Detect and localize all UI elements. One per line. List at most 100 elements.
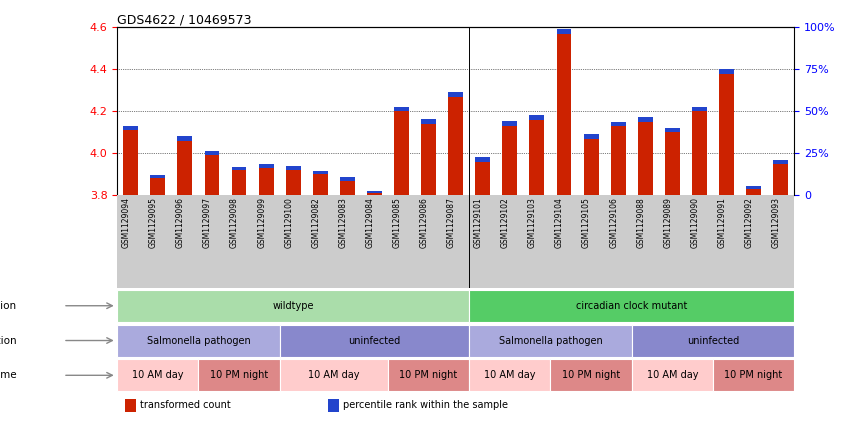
Bar [328,399,339,412]
Text: GSM1129102: GSM1129102 [501,197,510,248]
Bar [692,107,707,111]
Bar [150,175,165,179]
Text: time: time [0,370,17,380]
Text: GSM1129098: GSM1129098 [230,197,239,248]
Bar [117,359,199,391]
Text: infection: infection [0,335,17,346]
Bar [279,324,470,357]
Text: GSM1129092: GSM1129092 [745,197,753,248]
Bar [638,117,653,122]
Bar [746,189,761,195]
Bar [394,107,409,111]
Text: 10 AM day: 10 AM day [647,370,698,380]
Bar [177,141,193,195]
Text: GSM1129084: GSM1129084 [365,197,374,248]
Bar [117,324,279,357]
Bar [470,359,550,391]
Bar [388,359,470,391]
Text: GSM1129093: GSM1129093 [772,197,780,248]
Text: GSM1129089: GSM1129089 [663,197,673,248]
Text: GSM1129096: GSM1129096 [176,197,185,248]
Text: genotype/variation: genotype/variation [0,301,17,311]
Bar [394,111,409,195]
Bar [232,167,247,170]
Text: 10 AM day: 10 AM day [132,370,183,380]
Bar [556,34,571,195]
Text: wildtype: wildtype [273,301,314,311]
Text: percentile rank within the sample: percentile rank within the sample [344,400,509,410]
Text: uninfected: uninfected [687,335,739,346]
Bar [470,290,794,322]
Bar [476,157,490,162]
Text: GSM1129082: GSM1129082 [312,197,320,248]
Bar [611,122,626,126]
Text: circadian clock mutant: circadian clock mutant [576,301,687,311]
Text: GSM1129090: GSM1129090 [690,197,700,248]
Bar [550,359,632,391]
Bar [692,111,707,195]
Bar [665,128,680,132]
Text: GSM1129104: GSM1129104 [555,197,564,248]
Text: GSM1129103: GSM1129103 [528,197,537,248]
Bar [503,121,517,126]
Text: 10 AM day: 10 AM day [484,370,536,380]
Bar [746,186,761,189]
Text: GSM1129087: GSM1129087 [447,197,456,248]
Text: Salmonella pathogen: Salmonella pathogen [147,335,250,346]
Text: GSM1129091: GSM1129091 [718,197,727,248]
Bar [503,126,517,195]
Bar [123,126,138,130]
Bar [713,359,794,391]
Text: GSM1129095: GSM1129095 [148,197,158,248]
Text: uninfected: uninfected [348,335,400,346]
Bar [312,171,328,174]
Bar [259,164,273,168]
Bar [259,168,273,195]
Text: GSM1129086: GSM1129086 [419,197,429,248]
Bar [279,359,388,391]
Text: 10 PM night: 10 PM night [725,370,783,380]
Bar [632,324,794,357]
Bar [340,181,355,195]
Text: GDS4622 / 10469573: GDS4622 / 10469573 [117,14,252,26]
Bar [583,135,599,139]
Text: GSM1129094: GSM1129094 [122,197,131,248]
Bar [232,170,247,195]
Bar [773,160,788,164]
Text: GSM1129099: GSM1129099 [257,197,266,248]
Bar [556,29,571,34]
Bar [312,174,328,195]
Bar [448,97,464,195]
Text: GSM1129100: GSM1129100 [284,197,293,248]
Bar [665,132,680,195]
Bar [367,191,382,193]
Bar [773,164,788,195]
Bar [719,74,734,195]
Bar [719,69,734,74]
Bar [340,177,355,181]
Bar [448,92,464,97]
Bar [150,179,165,195]
Bar [632,359,713,391]
Bar [199,359,279,391]
Bar [638,122,653,195]
Bar [421,119,436,124]
Text: GSM1129097: GSM1129097 [203,197,212,248]
Text: 10 PM night: 10 PM night [399,370,457,380]
Text: 10 PM night: 10 PM night [210,370,268,380]
Bar [367,193,382,195]
Bar [529,115,544,120]
Bar [205,155,220,195]
Bar [611,126,626,195]
Text: Salmonella pathogen: Salmonella pathogen [498,335,602,346]
Bar [583,139,599,195]
Bar [117,290,470,322]
Text: GSM1129083: GSM1129083 [339,197,347,248]
Text: GSM1129085: GSM1129085 [392,197,402,248]
Text: GSM1129101: GSM1129101 [474,197,483,248]
Bar [529,120,544,195]
Bar [205,151,220,155]
Text: 10 PM night: 10 PM night [562,370,621,380]
Text: GSM1129088: GSM1129088 [636,197,645,248]
Bar [286,170,300,195]
